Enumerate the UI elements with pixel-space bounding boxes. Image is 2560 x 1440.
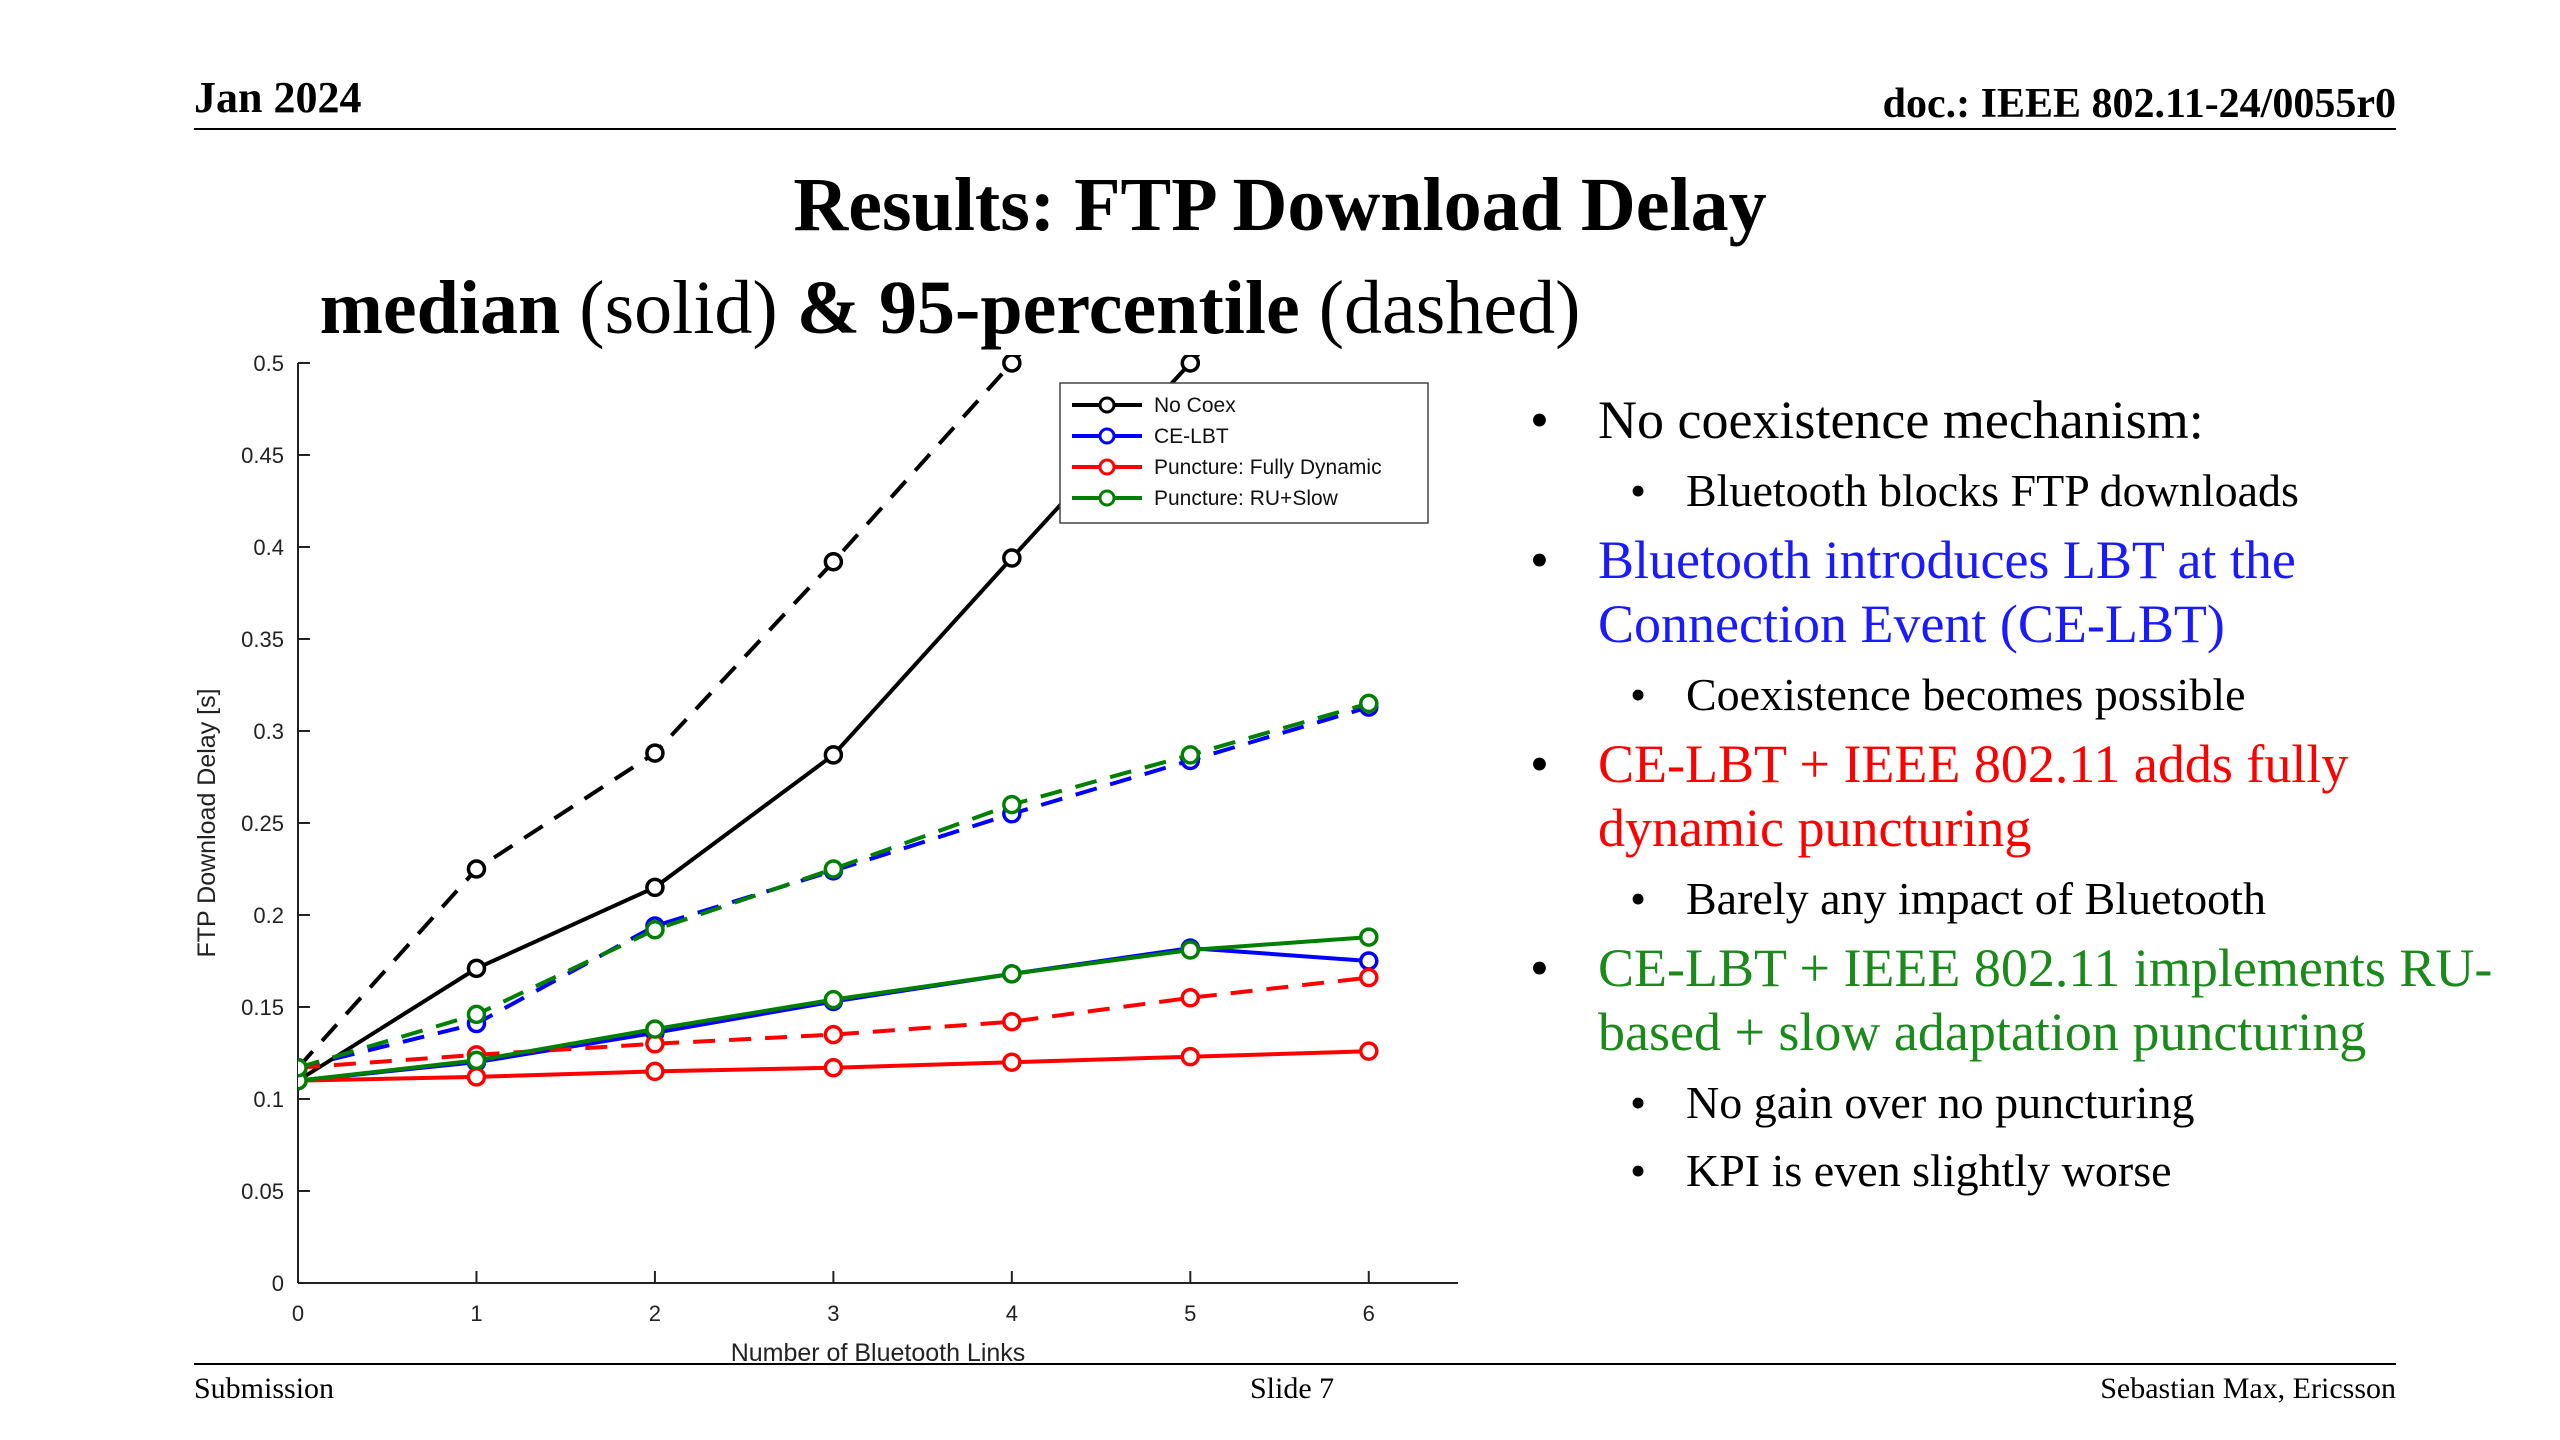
subtitle-dashed: (dashed)	[1299, 266, 1581, 350]
series-line-p95	[298, 355, 1022, 1070]
bullet-fully-dynamic: CE-LBT + IEEE 802.11 adds fully dynamic …	[1530, 732, 2530, 860]
slide-subtitle: median (solid) & 95-percentile (dashed)	[0, 265, 1900, 352]
x-tick-label: 2	[649, 1301, 661, 1326]
footer-divider	[194, 1363, 2396, 1365]
series-marker-median	[1002, 1052, 1022, 1072]
legend-swatch-marker	[1098, 396, 1116, 414]
y-tick-label: 0.45	[241, 443, 284, 468]
x-tick-label: 1	[470, 1301, 482, 1326]
series-marker-p95	[823, 551, 844, 572]
sub-bullet: Coexistence becomes possible	[1530, 666, 2530, 724]
delay-chart: 0 0.05 0.1 0.15 0.2 0.25 0.3 0.35 0.4 0.45 0.5 0 1 2 3…	[193, 355, 1458, 1367]
series-marker-p95	[466, 859, 487, 879]
series-marker-median	[1359, 1041, 1379, 1061]
header-date: Jan 2024	[194, 73, 362, 122]
series-marker-p95	[1359, 693, 1379, 714]
x-tick-label: 4	[1006, 1301, 1018, 1326]
slide-title: Results: FTP Download Delay	[793, 163, 1767, 247]
series-marker-median	[645, 877, 665, 898]
footer-author: Sebastian Max, Ericsson	[2100, 1372, 2396, 1405]
series-marker-p95	[645, 919, 665, 940]
x-axis-label: Number of Bluetooth Links	[731, 1339, 1026, 1367]
series-marker-median	[645, 1019, 665, 1039]
chart-legend: No Coex CE-LBT Puncture: Fully Dynamic Punc…	[1059, 382, 1429, 524]
subtitle-solid: (solid)	[560, 266, 797, 350]
series-marker-p95	[466, 1004, 487, 1025]
legend-label: Puncture: RU+Slow	[1154, 487, 1339, 510]
y-tick-label: 0.25	[241, 811, 284, 836]
x-tick-label: 3	[827, 1301, 839, 1326]
series-marker-p95	[823, 1024, 844, 1045]
y-tick-label: 0.05	[241, 1179, 284, 1204]
series-marker-median	[823, 1057, 844, 1078]
sub-bullet: Barely any impact of Bluetooth	[1530, 870, 2530, 928]
series-marker-median	[466, 1067, 487, 1087]
legend-label: Puncture: Fully Dynamic	[1154, 456, 1382, 479]
chart-axes: 0 0.05 0.1 0.15 0.2 0.25 0.3 0.35 0.4 0.45 0.5 0 1 2 3…	[193, 355, 1458, 1367]
series-marker-median	[1180, 940, 1201, 960]
subtitle-median: median	[319, 266, 561, 350]
y-tick-label: 0.5	[253, 355, 284, 376]
header-divider	[194, 128, 2396, 130]
legend-swatch-marker	[1098, 427, 1116, 445]
series-marker-median	[1002, 964, 1022, 984]
series-marker-p95	[1180, 988, 1201, 1008]
x-tick-label: 0	[292, 1301, 304, 1326]
bullet-ru-slow: CE-LBT + IEEE 802.11 implements RU-based…	[1530, 936, 2530, 1064]
bullet-list: No coexistence mechanism: Bluetooth bloc…	[1530, 380, 2530, 1206]
header-doc-id: doc.: IEEE 802.11-24/0055r0	[1882, 81, 2396, 127]
y-tick-label: 0	[272, 1271, 284, 1296]
chart-plot-area	[298, 355, 1379, 1091]
legend-swatch-marker	[1098, 458, 1116, 476]
series-marker-median	[1359, 927, 1379, 947]
series-marker-median	[645, 1061, 665, 1082]
y-tick-label: 0.4	[253, 535, 284, 560]
series-marker-median	[1180, 1046, 1201, 1067]
series-marker-p95	[1002, 1011, 1022, 1032]
series-marker-median	[466, 958, 487, 979]
series-marker-p95	[1002, 355, 1022, 373]
series-marker-median	[1180, 355, 1201, 373]
series-marker-p95	[645, 743, 665, 763]
series-marker-median	[466, 1050, 487, 1071]
series-marker-p95	[298, 1057, 308, 1078]
sub-bullet: No gain over no puncturing	[1530, 1074, 2530, 1132]
x-tick-label: 5	[1184, 1301, 1196, 1326]
series-marker-p95	[1002, 794, 1022, 815]
series-marker-median	[1002, 548, 1022, 568]
bullet-no-coex: No coexistence mechanism:	[1530, 388, 2530, 452]
series-marker-median	[823, 745, 844, 765]
series-marker-p95	[823, 859, 844, 879]
bullet-ce-lbt: Bluetooth introduces LBT at the Connecti…	[1530, 528, 2530, 656]
y-tick-label: 0.35	[241, 627, 284, 652]
series-marker-p95	[1180, 745, 1201, 765]
y-tick-label: 0.3	[253, 719, 284, 744]
subtitle-percentile: & 95-percentile	[796, 266, 1300, 350]
series-marker-median	[1359, 951, 1379, 971]
y-tick-label: 0.1	[253, 1087, 284, 1112]
footer-slide-number: Slide 7	[1250, 1372, 1335, 1405]
footer-submission: Submission	[194, 1372, 335, 1405]
y-tick-label: 0.2	[253, 903, 284, 928]
y-axis-label: FTP Download Delay [s]	[193, 688, 221, 957]
legend-label: No Coex	[1154, 394, 1236, 417]
y-tick-label: 0.15	[241, 995, 284, 1020]
series-marker-p95	[1359, 967, 1379, 988]
legend-label: CE-LBT	[1154, 425, 1229, 448]
sub-bullet: KPI is even slightly worse	[1530, 1142, 2530, 1200]
sub-bullet: Bluetooth blocks FTP downloads	[1530, 462, 2530, 520]
legend-swatch-marker	[1098, 489, 1116, 507]
x-tick-label: 6	[1363, 1301, 1375, 1326]
series-marker-median	[823, 989, 844, 1010]
